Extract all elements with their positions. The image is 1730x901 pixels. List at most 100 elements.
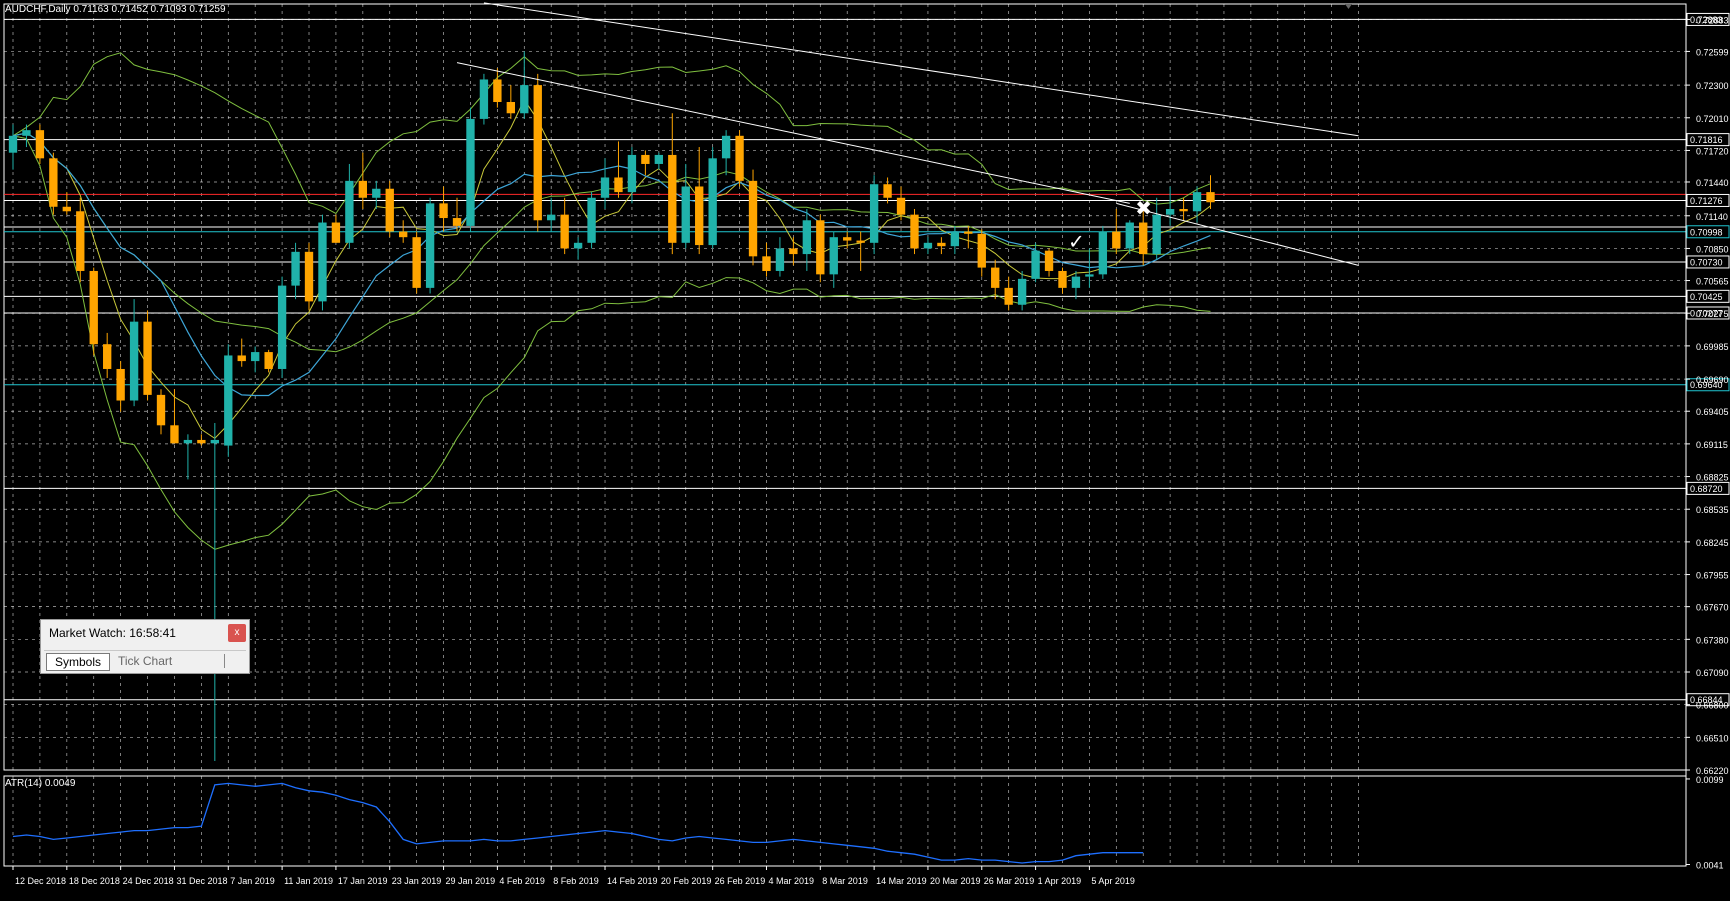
price-level-label: 0.71276 [1690,196,1723,206]
time-tick-label: 8 Feb 2019 [553,876,599,886]
trade-marker: ✓ [1068,232,1085,254]
candle-body [896,197,906,215]
candle-body [224,355,233,446]
candle-body [937,242,946,247]
time-tick-label: 26 Feb 2019 [715,876,766,886]
candle-body [883,184,892,198]
candle-body [1179,209,1188,212]
bollinger-middle [12,132,1211,353]
candle-body [1098,231,1108,275]
candle-body [964,231,973,234]
tab-symbols[interactable]: Symbols [46,653,111,671]
candle-body [1031,250,1040,279]
candle-body [547,214,556,221]
candle-body [856,240,865,243]
time-tick-label: 4 Mar 2019 [768,876,814,886]
candle-body [1165,209,1175,215]
time-tick-label: 20 Mar 2019 [930,876,981,886]
tab-separator [224,654,225,668]
candle-body [802,220,812,255]
candle-body [1017,278,1027,305]
time-tick-label: 18 Dec 2018 [69,876,120,886]
candle-body [1085,274,1094,277]
candle-body [439,203,448,219]
moving-average-fast [12,98,1211,440]
candle-body [843,237,852,241]
candle-body [479,79,489,119]
candle-body [318,222,327,302]
price-level-label: 0.70425 [1690,292,1723,302]
price-level-tag [1686,693,1730,707]
candle-body [237,355,246,362]
candle-body [210,439,219,444]
price-tick-label: 0.67380 [1696,635,1729,645]
candle-body [775,248,785,271]
price-level-tag [1686,481,1730,495]
time-tick-label: 20 Feb 2019 [661,876,712,886]
candle-body [1071,276,1081,288]
candle-body [695,186,704,246]
trendlines[interactable] [456,2,1359,266]
price-level-tag [1686,133,1730,147]
candle-body [425,203,435,288]
trendline [456,62,1130,204]
price-tick-label: 0.71140 [1696,212,1728,222]
price-level-label: 0.71816 [1690,135,1723,145]
chart-title: AUDCHF,Daily 0.71163 0.71452 0.71093 0.7… [5,4,226,15]
close-icon[interactable]: x [228,624,246,642]
candle-body [129,321,139,401]
candle-body [789,248,798,255]
candle-body [506,102,516,114]
price-level-tag [1686,193,1730,207]
price-level-label: 0.70998 [1690,227,1723,237]
candle-body [1125,222,1134,249]
tab-tick-chart[interactable]: Tick Chart [118,654,173,668]
candle-body [251,352,260,362]
price-tick-label: 0.70850 [1696,244,1729,254]
candle-body [600,177,610,198]
time-axis: 12 Dec 2018 18 Dec 2018 24 Dec 2018 31 Dec … [12,866,1135,886]
time-tick-label: 8 Mar 2019 [822,876,868,886]
price-level-tag [1686,255,1730,269]
price-tick-label: 0.69690 [1696,375,1729,385]
price-tick-label: 0.72010 [1696,114,1729,124]
candle-body [399,231,408,238]
price-tick-label: 0.71720 [1696,146,1729,156]
price-level-label: 0.66844 [1690,695,1723,705]
price-tick-label: 0.70275 [1696,309,1729,319]
market-watch-window[interactable]: Market Watch: 16:58:41 x Symbols Tick Ch… [40,619,250,674]
price-axis: 0.72883 0.72599 0.72300 0.72010 0.71720 0.714… [1345,4,1729,866]
price-tick-label: 0.72300 [1696,81,1729,91]
indicator-overlays [12,52,1211,550]
candle-body [641,154,650,164]
time-tick-label: 29 Jan 2019 [446,876,496,886]
price-tick-label: 0.72883 [1696,15,1729,25]
candle-body [264,352,273,369]
trendline [1116,202,1359,266]
price-tick-label: 0.68825 [1696,473,1729,483]
candle-body [748,180,758,257]
candle-body [573,242,583,249]
time-tick-label: 5 Apr 2019 [1091,876,1135,886]
time-tick-label: 17 Jan 2019 [338,876,388,886]
bollinger-upper [12,52,1211,215]
price-tick-label: 0.67955 [1696,571,1729,581]
time-tick-label: 4 Feb 2019 [499,876,545,886]
candle-body [910,214,919,249]
candles [8,51,1215,761]
candle-body [977,233,986,268]
candle-body [560,214,569,249]
candle-body [1044,250,1054,271]
candle-body [170,425,179,444]
horizontal-levels[interactable]: 0.72883 0.71816 0.71276 0.70998 0.70730 0.704… [4,12,1730,707]
price-tick-label: 0.70565 [1696,277,1729,287]
price-tick-label: 0.68535 [1696,505,1729,515]
candle-body [89,270,98,345]
candle-body [1112,231,1121,249]
price-tick-label: 0.67090 [1696,668,1729,678]
price-tick-label: 0.66510 [1696,733,1729,743]
price-tick-label: 0.69985 [1696,342,1729,352]
candle-body [8,135,18,153]
